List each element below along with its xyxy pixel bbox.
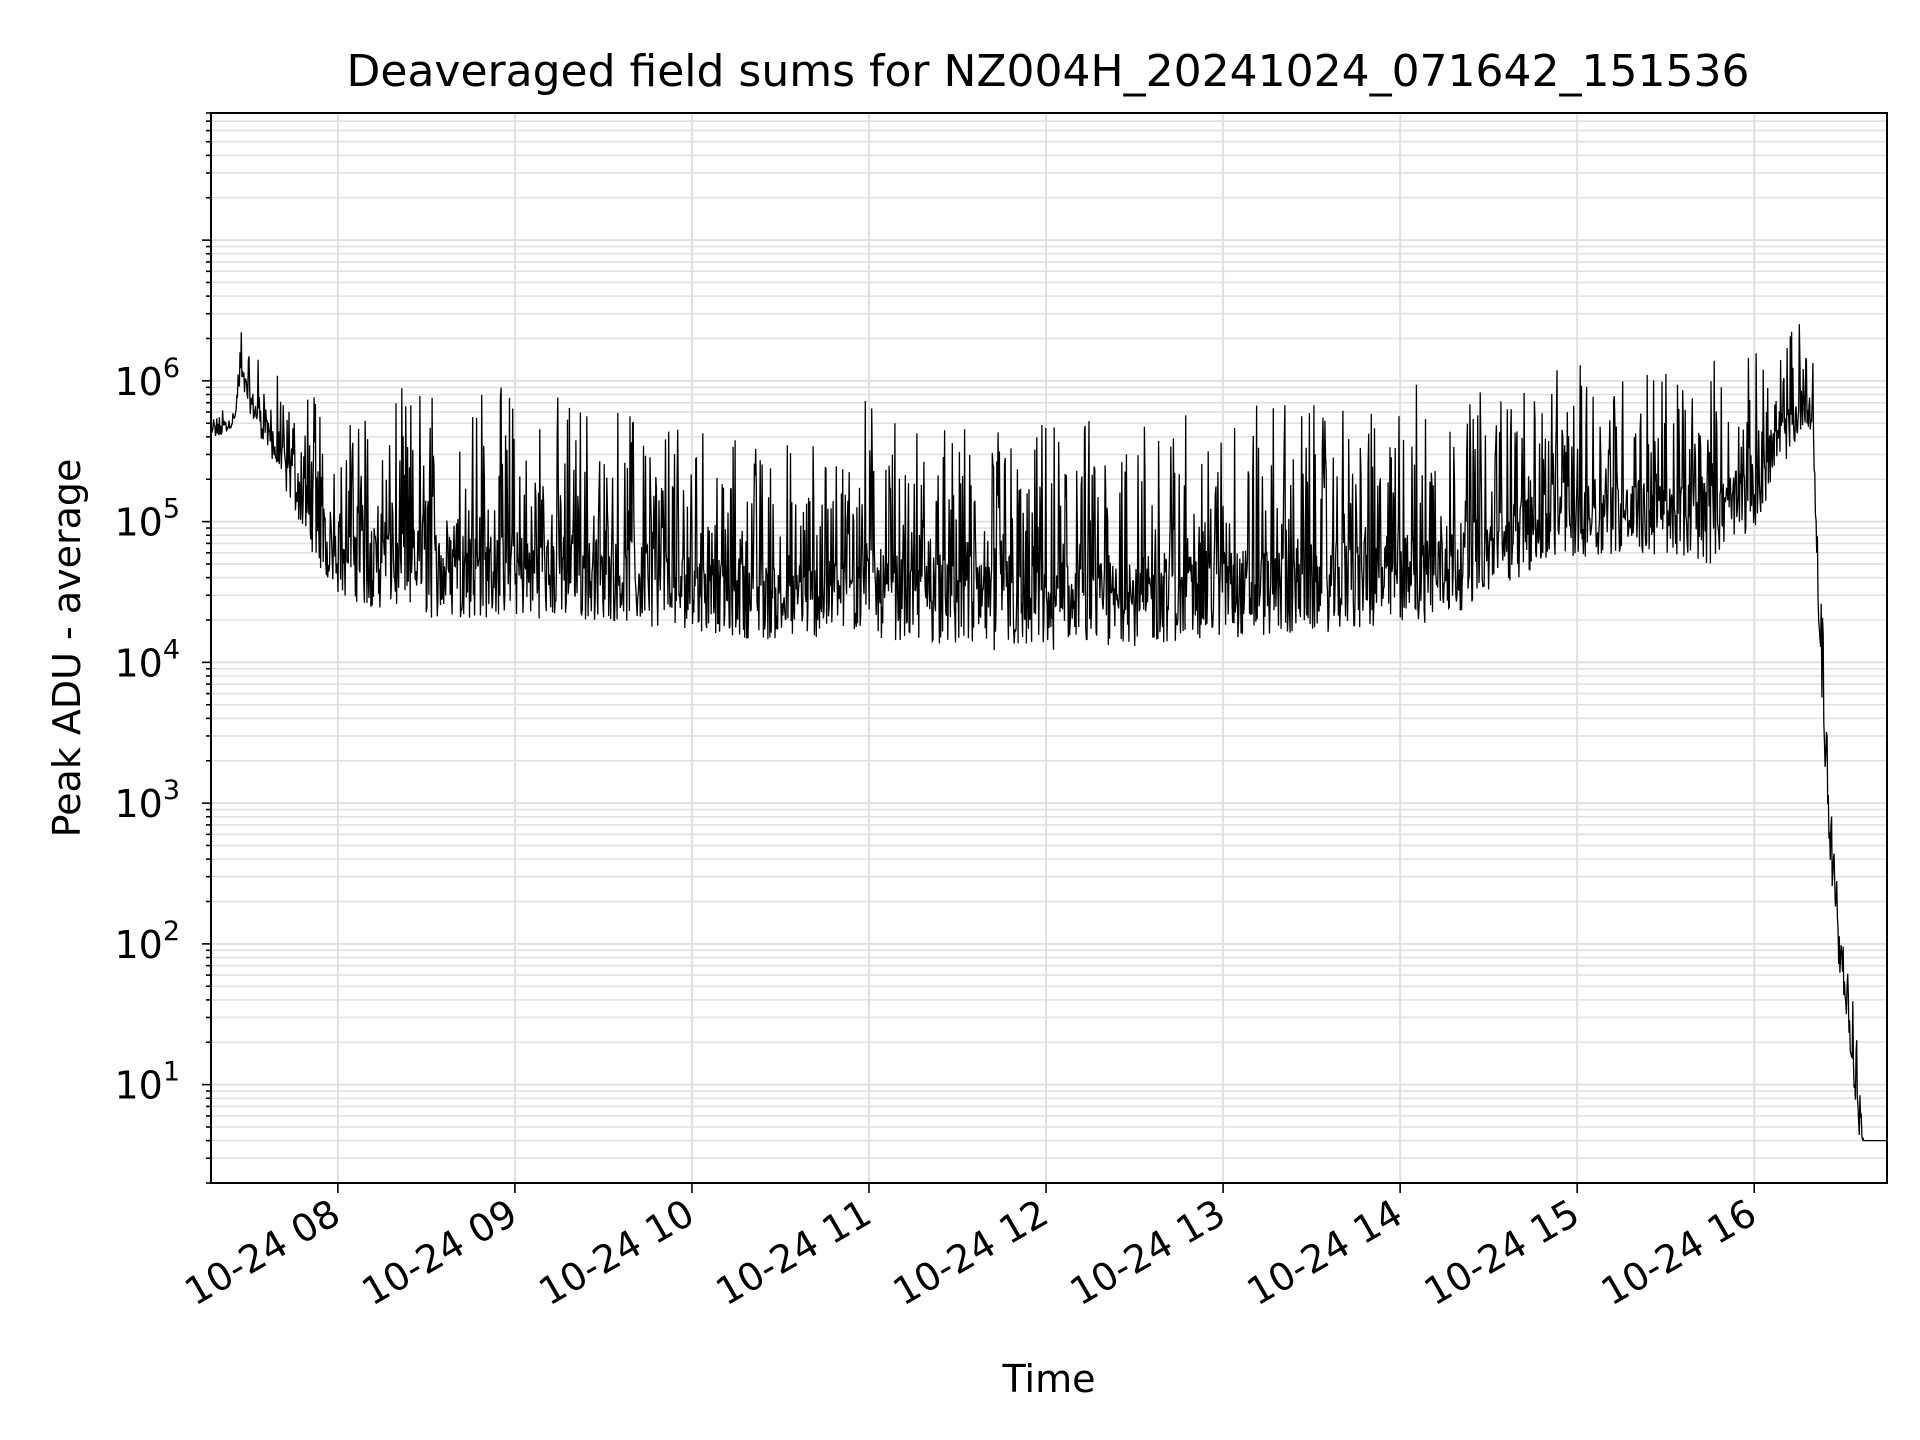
x-axis: 10-24 08 10-24 09 10-24 10 10-24 11 10-24 12… <box>177 1183 1764 1315</box>
x-tick-label: 10-24 13 <box>1063 1191 1233 1315</box>
x-tick-label: 10-24 09 <box>354 1191 524 1315</box>
y-tick-label: 105 <box>114 494 180 545</box>
y-tick-label-exponent: 2 <box>163 916 180 947</box>
y-tick-label-base: 10 <box>114 1064 162 1108</box>
y-tick-label-exponent: 1 <box>163 1057 180 1088</box>
x-axis-label: Time <box>1002 1357 1096 1401</box>
x-tick-label: 10-24 12 <box>886 1191 1056 1315</box>
y-tick-label-base: 10 <box>114 360 162 404</box>
plot-frame <box>210 112 1888 1184</box>
y-tick-label-exponent: 6 <box>163 353 180 384</box>
x-tick-label: 10-24 08 <box>177 1191 347 1315</box>
y-tick-label: 101 <box>114 1057 180 1108</box>
x-tick-label: 10-24 14 <box>1240 1191 1410 1315</box>
y-tick-label-exponent: 5 <box>163 494 180 525</box>
x-tick-label: 10-24 16 <box>1594 1191 1764 1315</box>
y-tick-label: 104 <box>114 634 180 685</box>
x-tick-label: 10-24 11 <box>709 1191 879 1315</box>
series-line <box>210 324 1887 1142</box>
y-tick-label: 102 <box>114 916 180 967</box>
y-tick-label-exponent: 3 <box>163 775 180 806</box>
x-tick-label: 10-24 10 <box>531 1191 701 1315</box>
y-tick-label: 103 <box>114 775 180 826</box>
y-tick-label-base: 10 <box>114 641 162 685</box>
series-line-path <box>210 324 1887 1142</box>
y-tick-label-exponent: 4 <box>163 634 180 665</box>
y-axis-label: Peak ADU - average <box>45 459 89 838</box>
y-tick-label-base: 10 <box>114 923 162 967</box>
x-tick-label: 10-24 15 <box>1417 1191 1587 1315</box>
y-tick-label: 106 <box>114 353 180 404</box>
y-tick-label-base: 10 <box>114 501 162 545</box>
chart-title: Deaveraged field sums for NZ004H_2024102… <box>347 46 1750 97</box>
grid <box>211 112 1887 1184</box>
y-tick-label-base: 10 <box>114 782 162 826</box>
